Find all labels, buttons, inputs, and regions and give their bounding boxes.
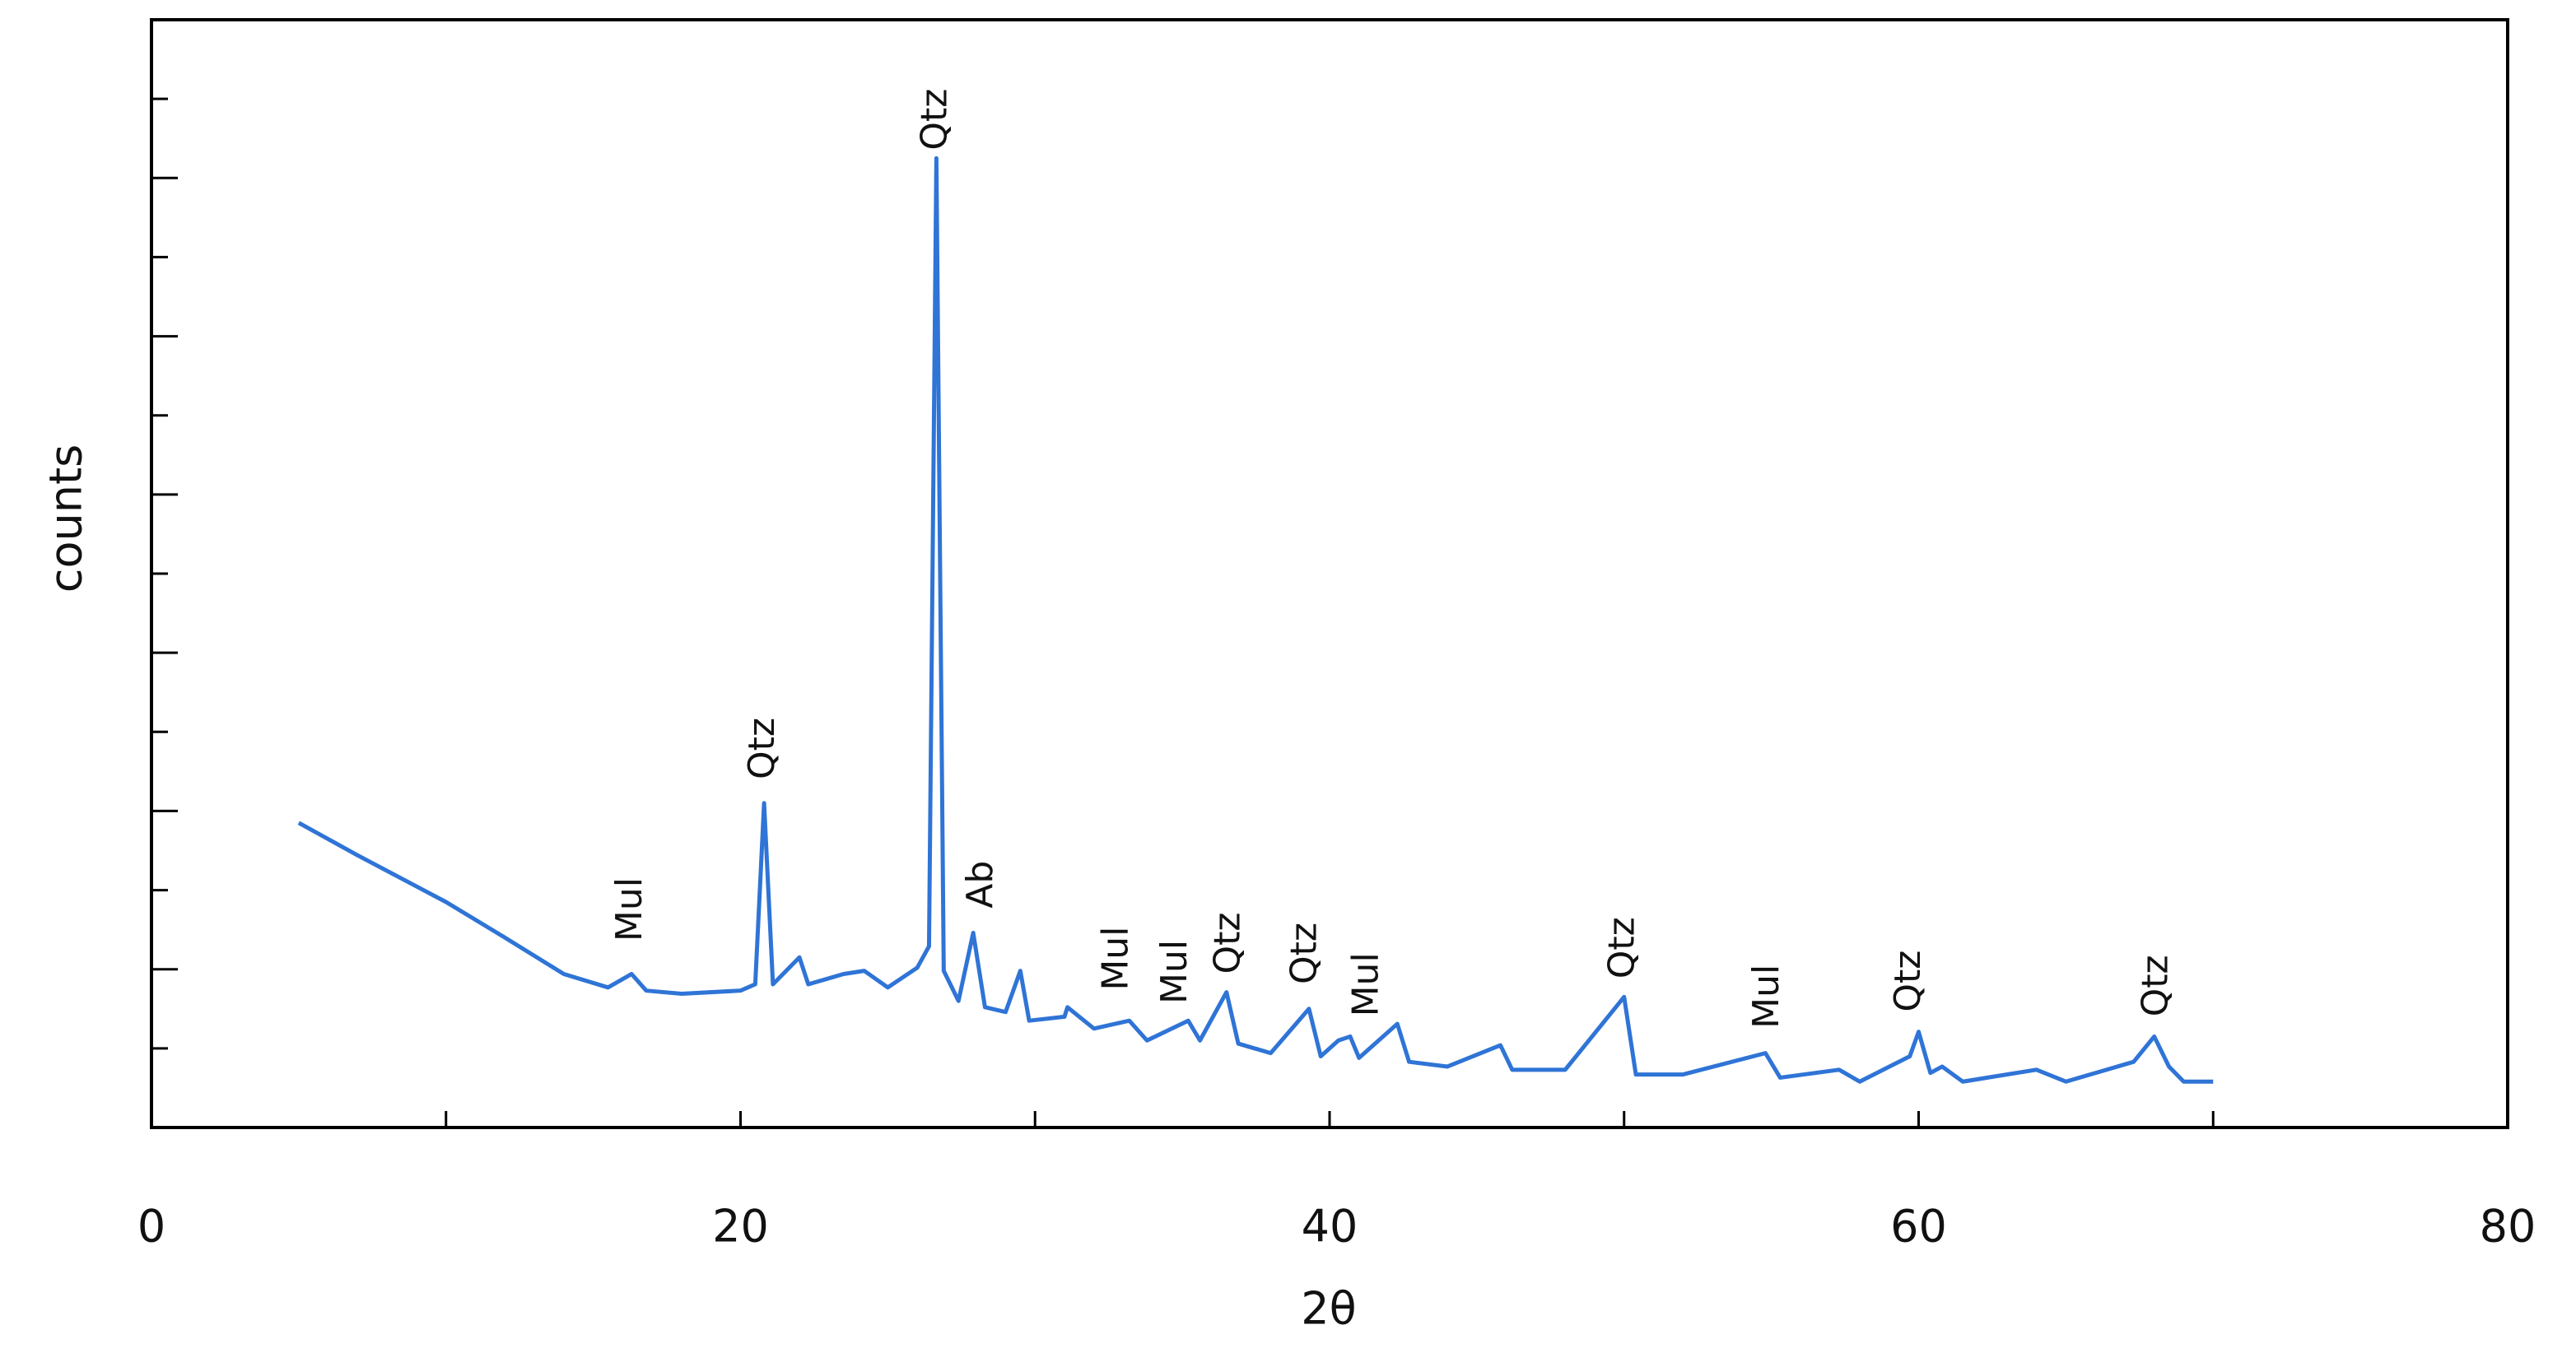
x-tick-label: 0: [137, 1201, 165, 1253]
peak-label: Qtz: [741, 718, 783, 779]
peak-label: Mul: [1745, 965, 1787, 1029]
x-tick-label: 20: [712, 1201, 769, 1253]
peak-label: Qtz: [1206, 912, 1248, 974]
x-axis-label: 2θ: [1301, 1283, 1356, 1335]
peak-label: Mul: [1094, 927, 1136, 991]
x-tick-label: 60: [1890, 1201, 1947, 1253]
peak-label: Mul: [1153, 940, 1195, 1004]
peak-label: Qtz: [1283, 923, 1325, 984]
peak-label: Qtz: [1887, 951, 1929, 1012]
peak-label: Qtz: [1601, 917, 1643, 979]
peak-label: Mul: [1345, 952, 1387, 1016]
y-axis-label: counts: [40, 444, 92, 593]
peak-label: Mul: [608, 877, 650, 942]
peak-label: Ab: [959, 861, 1001, 909]
peak-label: Qtz: [2134, 955, 2176, 1016]
line-series: [297, 156, 2214, 1084]
x-tick-label: 40: [1302, 1201, 1358, 1253]
peak-label: Qtz: [913, 89, 955, 151]
x-tick-label: 80: [2480, 1201, 2536, 1253]
